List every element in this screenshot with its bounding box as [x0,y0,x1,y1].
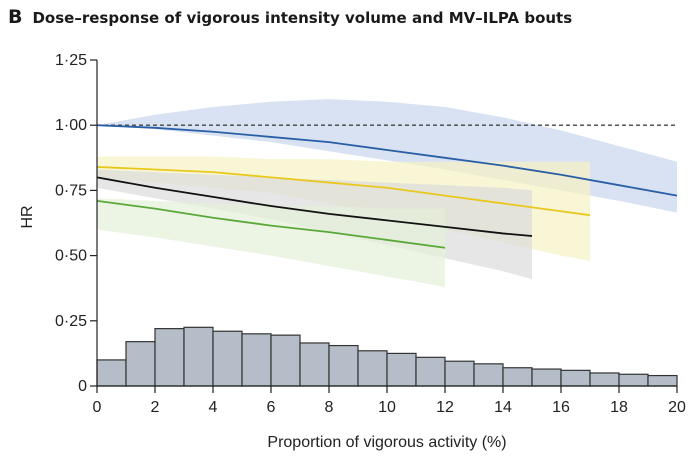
histogram-bar [270,334,301,387]
y-tick-label: 0·25 [55,313,87,330]
y-tick-label: 0·75 [55,182,87,199]
y-tick-label: 1·00 [55,117,87,134]
histogram-bar [328,344,359,387]
x-tick-label: 14 [494,399,512,416]
x-tick-label: 0 [93,399,102,416]
series-line-4 [96,199,446,249]
histogram [96,326,678,387]
histogram-bar [241,333,272,387]
histogram-bar [502,367,533,387]
panel-letter: B [8,6,23,28]
histogram-bar [299,342,330,387]
axes: 0 0·25 0·50 0·75 1·00 1·25 0 2 4 6 8 10 12 14 16 18 20 [55,52,686,416]
panel-title: Dose–response of vigorous intensity volu… [32,9,573,27]
x-tick-label: 12 [436,399,454,416]
series-line-2 [96,166,591,217]
histogram-bar [647,374,678,387]
series-lines [96,124,678,249]
y-tick-label: 0 [78,378,87,395]
x-axis-label: Proportion of vigorous activity (%) [267,434,506,451]
histogram-bar [589,372,620,387]
panel-header: B Dose–response of vigorous intensity vol… [8,6,572,30]
histogram-bar [125,341,156,387]
histogram-bar [415,356,446,387]
series-line-1 [96,124,678,197]
histogram-bar [183,326,214,387]
histogram-bar [386,352,417,387]
histogram-bar [212,330,243,387]
histogram-bar [444,360,475,387]
histogram-bar [618,373,649,387]
confidence-band-4 [97,198,445,287]
x-tick-label: 16 [552,399,570,416]
histogram-bar [560,369,591,387]
x-tick-label: 4 [209,399,218,416]
y-axis-label: HR [19,205,36,228]
x-tick-label: 6 [267,399,276,416]
histogram-bar [154,328,185,387]
series-line-3 [96,176,533,237]
x-tick-label: 10 [378,399,396,416]
y-tick-label: 0·50 [55,248,87,265]
confidence-bands [97,99,677,287]
histogram-bar [473,363,504,387]
y-tick-label: 1·25 [55,52,87,69]
x-tick-label: 18 [610,399,628,416]
x-tick-label: 20 [668,399,686,416]
x-tick-label: 2 [151,399,160,416]
histogram-bar [531,368,562,387]
histogram-bar [96,359,127,387]
histogram-bar [357,350,388,387]
x-tick-label: 8 [325,399,334,416]
